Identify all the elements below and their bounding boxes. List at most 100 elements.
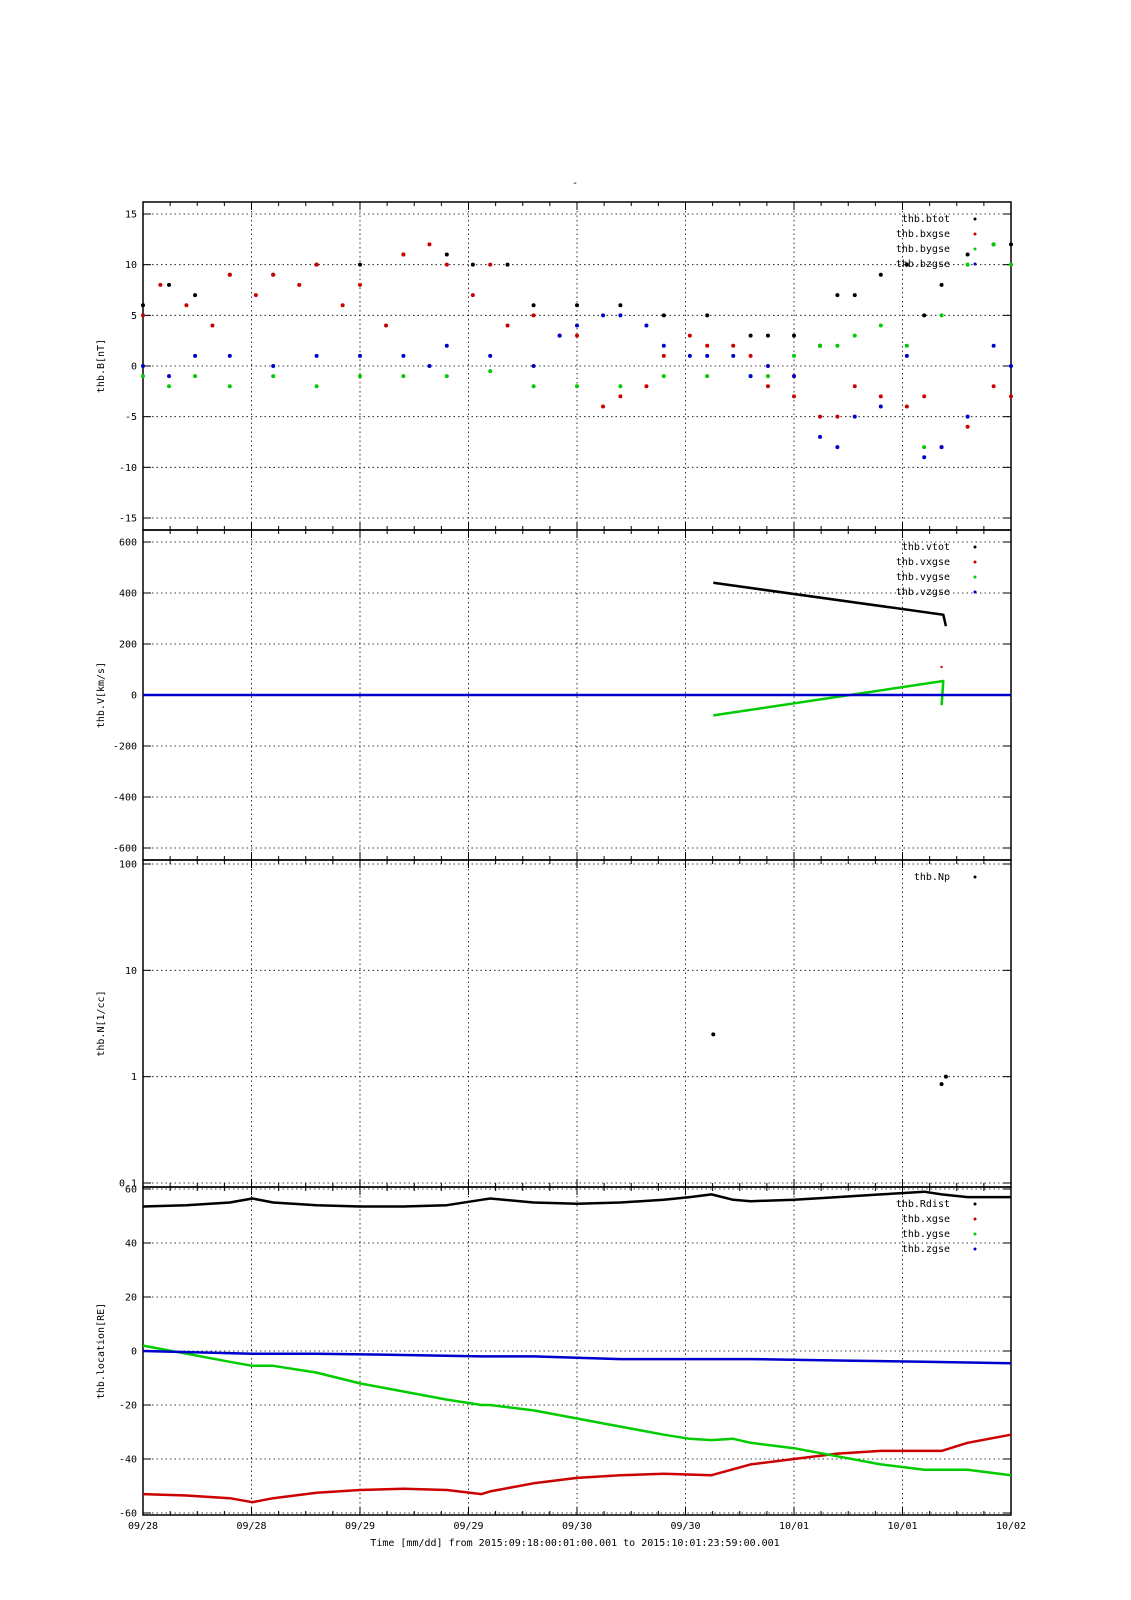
data-point (575, 323, 579, 328)
panel-frame (142, 1186, 1012, 1516)
y-axis-label: thb.V[km/s] (96, 662, 107, 728)
data-point (922, 455, 927, 460)
x-tick-label: 09/30 (670, 1521, 700, 1532)
data-point (1009, 242, 1013, 247)
legend-label: thb.ygse (902, 1229, 950, 1240)
y-axis-label: thb.N[1/cc] (96, 990, 107, 1056)
x-tick-label: 10/01 (887, 1521, 917, 1532)
data-point (427, 364, 432, 368)
data-point (644, 384, 649, 389)
data-point (748, 353, 753, 358)
y-tick-label: -10 (119, 463, 137, 474)
data-point (748, 374, 753, 379)
data-point (687, 333, 692, 338)
data-point (401, 353, 406, 358)
legend-marker (973, 217, 977, 221)
legend-label: thb.bxgse (896, 229, 950, 240)
legend-marker (973, 1247, 977, 1251)
x-tick-label: 10/01 (779, 1521, 809, 1532)
y-tick-label: -40 (119, 1455, 137, 1466)
data-point (661, 353, 666, 358)
legend-label: thb.vtot (902, 542, 950, 553)
y-tick-label: 20 (125, 1293, 137, 1304)
data-point (661, 343, 666, 348)
data-point (922, 313, 927, 318)
data-point (444, 374, 449, 379)
legend-marker (973, 560, 977, 564)
y-tick-label: 0 (131, 691, 137, 702)
series-line (142, 1349, 1012, 1365)
data-point (904, 262, 909, 267)
legend-marker (973, 1232, 977, 1236)
y-tick-label: -5 (125, 412, 137, 423)
data-point (711, 1032, 716, 1037)
data-point (358, 282, 362, 287)
legend-label: thb.btot (902, 214, 950, 225)
y-tick-label: -20 (119, 1401, 137, 1412)
data-point (444, 262, 449, 267)
y-axis-label: thb.B[nT] (96, 339, 107, 393)
data-point (991, 343, 996, 348)
data-point (358, 374, 362, 379)
y-tick-label: 5 (131, 311, 137, 322)
legend-marker (973, 232, 977, 236)
data-point (939, 313, 944, 318)
y-tick-label: 15 (125, 210, 137, 221)
data-point (965, 424, 970, 429)
data-point (141, 364, 145, 368)
data-point (158, 282, 163, 287)
y-tick-label: 1 (131, 1072, 137, 1083)
y-tick-label: -15 (119, 514, 137, 525)
data-point (575, 303, 579, 308)
data-point (253, 293, 258, 298)
figure-title: - (572, 178, 578, 189)
data-point (792, 333, 796, 338)
data-point (939, 1082, 944, 1087)
data-point (644, 323, 649, 328)
x-tick-label: 10/02 (996, 1521, 1026, 1532)
data-point (965, 252, 970, 257)
data-point (427, 242, 432, 247)
legend-marker (973, 875, 977, 879)
data-point (531, 313, 536, 318)
y-tick-label: -200 (113, 742, 137, 753)
data-point (193, 293, 198, 298)
data-point (878, 404, 883, 409)
data-point (731, 353, 736, 358)
location-panel: 60 40 20 0 -20 -40 -60 thb.location[RE] thb.Rdis… (96, 1185, 1012, 1520)
legend-label: thb.vzgse (896, 587, 950, 598)
data-point (818, 343, 823, 348)
data-point (765, 333, 770, 338)
data-point (488, 262, 493, 267)
legend-marker (973, 1217, 977, 1221)
y-tick-label: 0 (131, 362, 137, 373)
legend-label: thb.vxgse (896, 557, 950, 568)
data-point (531, 303, 536, 308)
y-axis-label: thb.location[RE] (96, 1303, 107, 1399)
data-point (792, 394, 796, 399)
data-point (792, 353, 796, 358)
magnetic-field-panel: 15 10 5 0 -5 -10 -15 thb.B[nT] thb.btot thb.bxgse… (96, 201, 1013, 531)
data-point (271, 364, 276, 368)
data-point (167, 384, 172, 389)
data-point (618, 313, 623, 318)
legend-label: thb.zgse (902, 1244, 950, 1255)
data-point (835, 343, 840, 348)
data-point (852, 293, 857, 298)
data-point (687, 353, 692, 358)
data-point (531, 364, 536, 368)
data-point (531, 384, 536, 389)
y-tick-label: 60 (125, 1185, 137, 1196)
data-point (505, 323, 510, 328)
y-tick-label: 600 (119, 538, 137, 549)
data-point (705, 374, 710, 379)
data-point (852, 414, 857, 419)
data-point (661, 313, 666, 318)
data-point (922, 445, 927, 450)
data-point (193, 353, 198, 358)
legend-label: thb.vygse (896, 572, 950, 583)
data-point (943, 1074, 948, 1079)
data-point (141, 303, 145, 308)
data-point (765, 374, 770, 379)
data-point (401, 374, 406, 379)
